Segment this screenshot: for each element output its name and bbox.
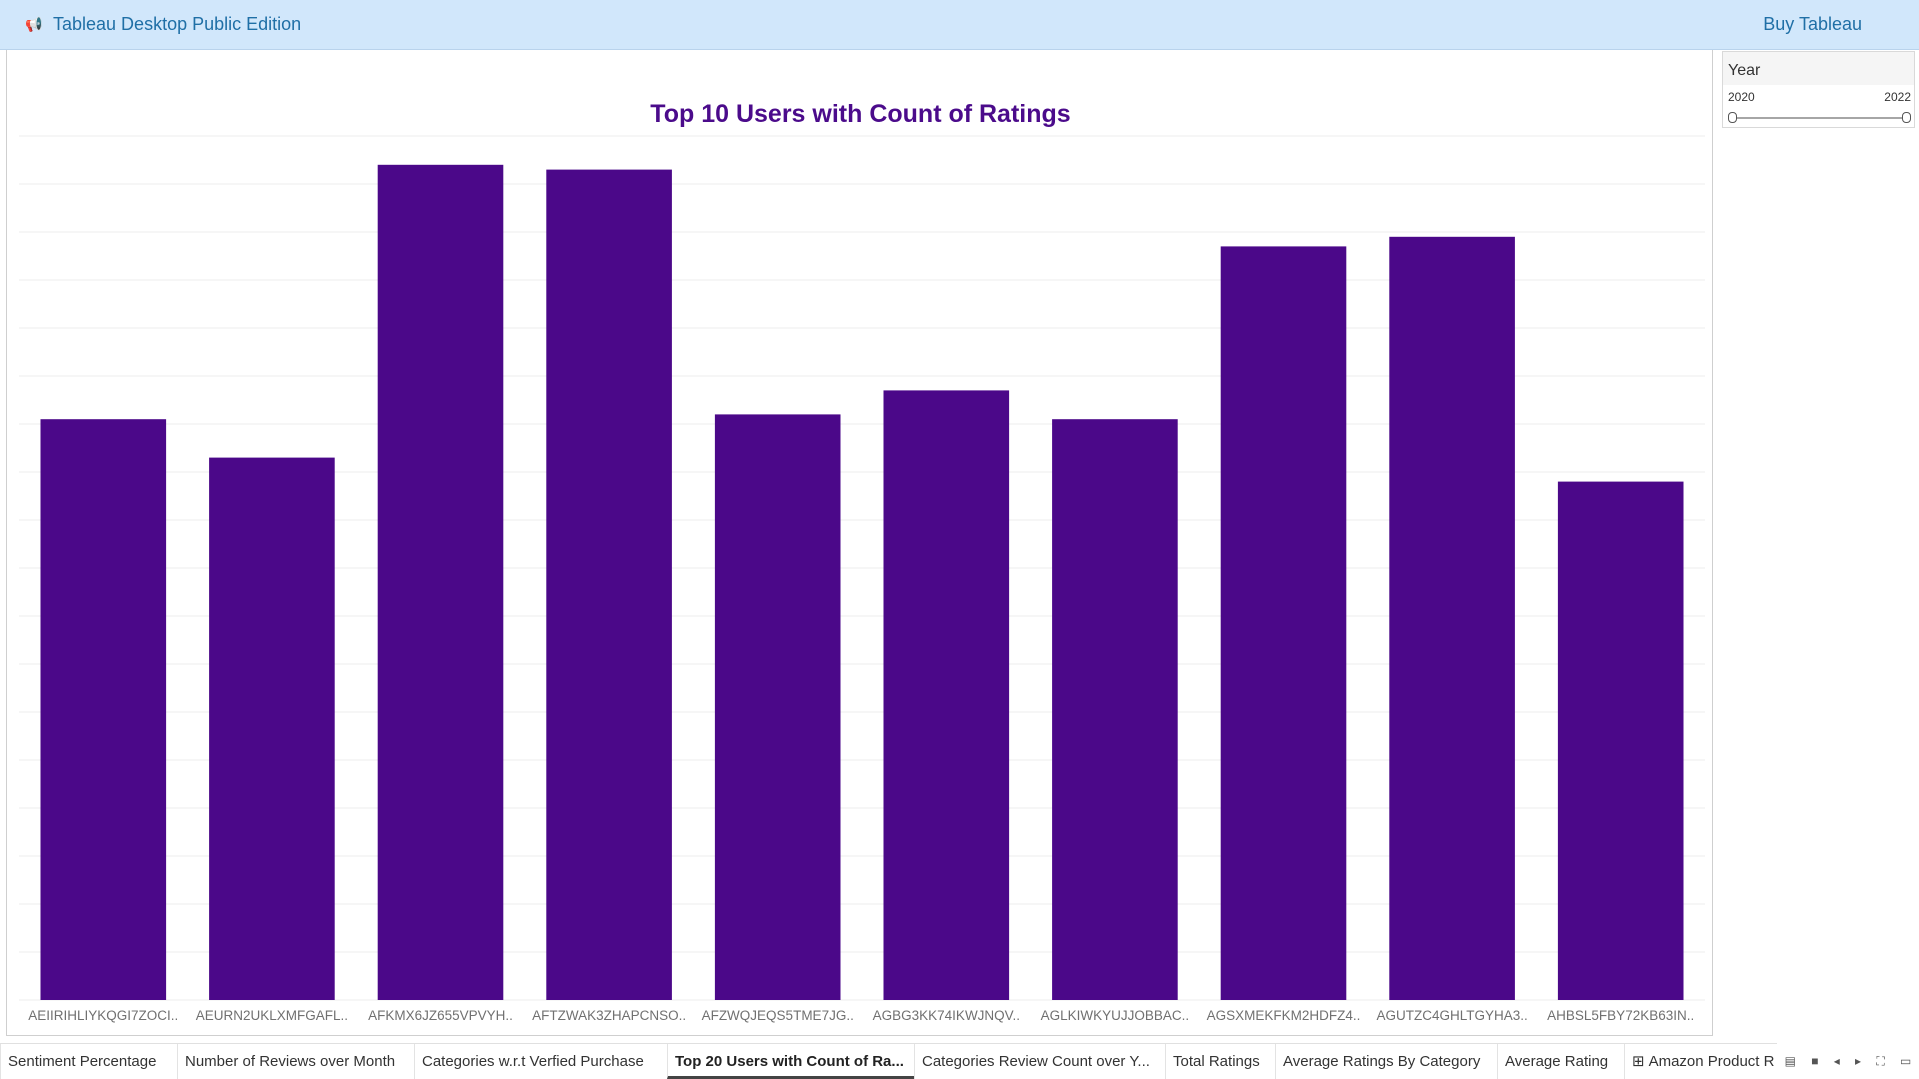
x-tick-label: AGBG3KK74IKWJNQV.. xyxy=(873,1008,1020,1023)
sheet-tab-label: Number of Reviews over Month xyxy=(185,1053,396,1070)
bar-3[interactable] xyxy=(377,164,504,1001)
bar-8[interactable] xyxy=(1220,246,1347,1000)
filmstrip-icon[interactable]: ■ xyxy=(1811,1054,1819,1068)
dashboard-grid-icon: ⊞ xyxy=(1632,1053,1645,1070)
top-bar: 📢 Tableau Desktop Public Edition Buy Tab… xyxy=(0,0,1919,50)
sheet-tab-4[interactable]: Top 20 Users with Count of Ra... xyxy=(667,1044,914,1079)
megaphone-icon: 📢 xyxy=(25,16,43,32)
present-icon[interactable]: ▭ xyxy=(1900,1054,1912,1068)
year-slider-max-handle[interactable] xyxy=(1902,112,1911,123)
sheet-tab-label: Categories w.r.t Verfied Purchase xyxy=(422,1053,644,1070)
sheet-tab-label: Average Ratings By Category xyxy=(1283,1053,1481,1070)
buy-tableau-link[interactable]: Buy Tableau xyxy=(1763,14,1862,34)
next-icon[interactable]: ▸ xyxy=(1855,1054,1862,1068)
x-tick-label: AFTZWAK3ZHAPCNSO.. xyxy=(532,1008,686,1023)
sheet-tab-label: Top 20 Users with Count of Ra... xyxy=(675,1053,904,1070)
x-tick-label: AEIIRIHLIYKQGI7ZOCI.. xyxy=(28,1008,178,1023)
sheet-nav-controls: ▤ ■ ◂ ▸ ⛶ ▭ xyxy=(1777,1043,1919,1079)
sheet-tab-label: Total Ratings xyxy=(1173,1053,1260,1070)
sheet-tab-9[interactable]: ⊞ Amazon Product R xyxy=(1624,1044,1784,1079)
sheet-tab-1[interactable]: Sentiment Percentage xyxy=(0,1044,177,1079)
filter-min-label: 2020 xyxy=(1728,90,1755,104)
sheet-tab-6[interactable]: Total Ratings xyxy=(1165,1044,1275,1079)
bar-6[interactable] xyxy=(883,390,1010,1000)
chart-title: Top 10 Users with Count of Ratings xyxy=(650,100,1071,128)
app-title: Tableau Desktop Public Edition xyxy=(53,14,302,34)
bar-4[interactable] xyxy=(546,169,672,1001)
bar-1[interactable] xyxy=(40,419,167,1000)
sheet-tab-2[interactable]: Number of Reviews over Month xyxy=(177,1044,414,1079)
sheet-tab-label: Average Rating xyxy=(1505,1053,1609,1070)
bar-2[interactable] xyxy=(209,457,335,1001)
x-tick-label: AEURN2UKLXMFGAFL.. xyxy=(196,1008,348,1023)
bar-5[interactable] xyxy=(714,414,841,1000)
x-tick-label: AFZWQJEQS5TME7JG.. xyxy=(702,1008,854,1023)
fullscreen-icon[interactable]: ⛶ xyxy=(1876,1053,1885,1068)
sheet-tab-bar: Sentiment Percentage Number of Reviews ov… xyxy=(0,1043,1919,1079)
x-tick-label: AGUTZC4GHLTGYHA3.. xyxy=(1376,1008,1527,1023)
bar-9[interactable] xyxy=(1389,236,1515,1001)
sheet-tab-label: Categories Review Count over Y... xyxy=(922,1053,1150,1070)
bar-10[interactable] xyxy=(1557,481,1684,1001)
x-tick-label: AFKMX6JZ655VPVYH.. xyxy=(368,1008,513,1023)
worksheet-area: Top 10 Users with Count of Ratings AEIIR… xyxy=(6,50,1713,1036)
sheet-tab-7[interactable]: Average Ratings By Category xyxy=(1275,1044,1497,1079)
sheet-tab-label: Sentiment Percentage xyxy=(8,1053,157,1070)
bar-chart: AEIIRIHLIYKQGI7ZOCI.. AEURN2UKLXMFGAFL.. A… xyxy=(19,135,1705,1023)
filter-max-label: 2022 xyxy=(1884,90,1911,104)
year-slider-track[interactable] xyxy=(1733,117,1906,119)
sheet-tab-label: Amazon Product R xyxy=(1648,1053,1775,1070)
sheet-tab-5[interactable]: Categories Review Count over Y... xyxy=(914,1044,1165,1079)
x-tick-label: AGSXMEKFKM2HDFZ4.. xyxy=(1207,1008,1361,1023)
filter-title: Year xyxy=(1723,52,1914,85)
x-tick-label: AGLKIWKYUJJOBBAC.. xyxy=(1041,1008,1190,1023)
bar-7[interactable] xyxy=(1052,419,1178,1000)
sheet-tab-8[interactable]: Average Rating xyxy=(1497,1044,1624,1079)
year-slider-min-handle[interactable] xyxy=(1728,112,1737,123)
tab-list-icon[interactable]: ▤ xyxy=(1784,1054,1796,1068)
prev-icon[interactable]: ◂ xyxy=(1833,1054,1840,1068)
year-filter: Year 2020 2022 xyxy=(1722,51,1915,128)
x-tick-label: AHBSL5FBY72KB63IN.. xyxy=(1547,1008,1694,1023)
sheet-tab-3[interactable]: Categories w.r.t Verfied Purchase xyxy=(414,1044,667,1079)
